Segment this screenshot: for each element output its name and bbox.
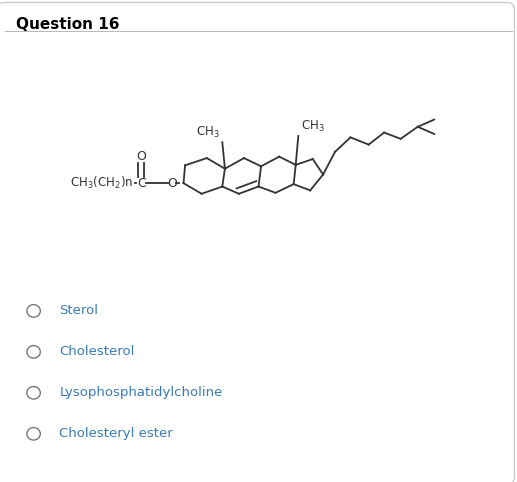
Text: Question 16: Question 16 bbox=[16, 17, 119, 32]
Text: CH$_3$: CH$_3$ bbox=[196, 125, 220, 140]
Text: O: O bbox=[167, 177, 177, 189]
Text: Lysophosphatidylcholine: Lysophosphatidylcholine bbox=[59, 387, 223, 399]
Text: O: O bbox=[136, 150, 146, 163]
Text: Cholesteryl ester: Cholesteryl ester bbox=[59, 428, 173, 440]
Text: C: C bbox=[137, 177, 145, 189]
Text: CH$_3$(CH$_2$)n: CH$_3$(CH$_2$)n bbox=[70, 175, 133, 191]
Text: Cholesterol: Cholesterol bbox=[59, 346, 135, 358]
Text: CH$_3$: CH$_3$ bbox=[301, 120, 325, 134]
Text: Sterol: Sterol bbox=[59, 305, 98, 317]
